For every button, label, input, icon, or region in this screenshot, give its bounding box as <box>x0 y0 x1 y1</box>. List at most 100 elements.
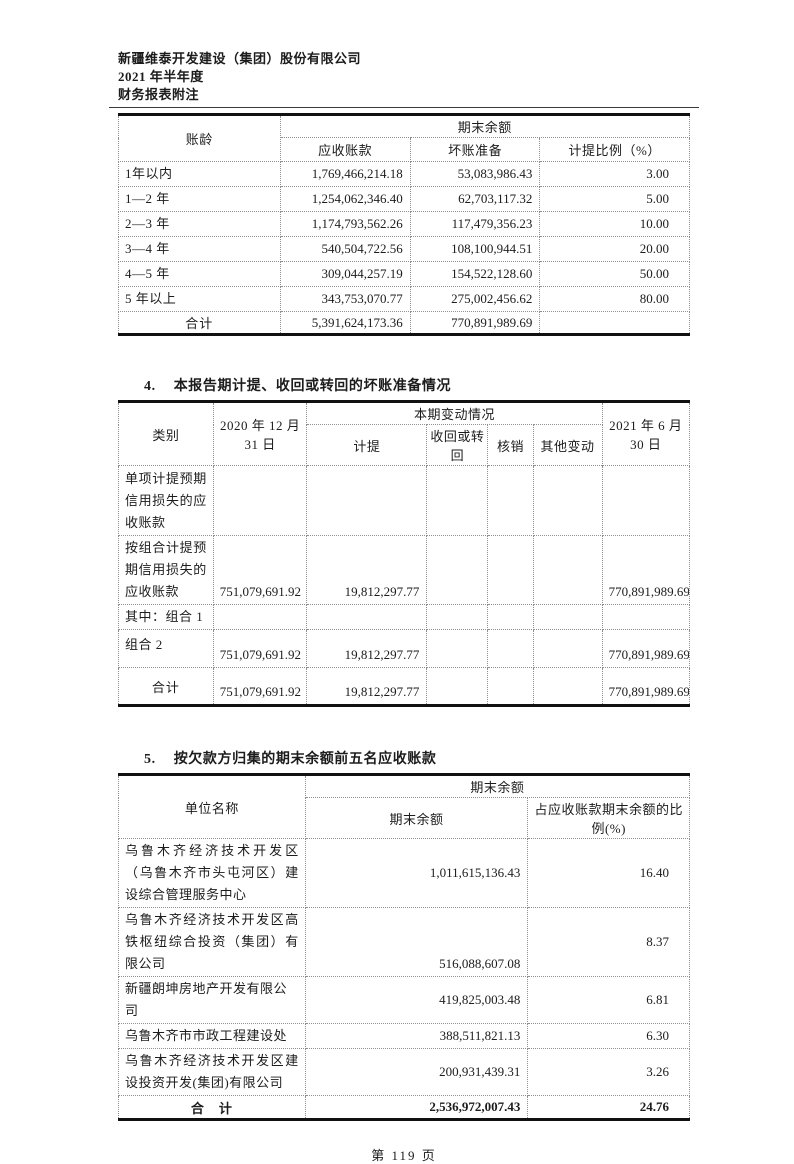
empty-cell <box>306 604 428 630</box>
ratio-value: 8.37 <box>527 907 690 977</box>
total-balance: 2,536,972,007.43 <box>304 1095 529 1120</box>
accrual-value: 19,812,297.77 <box>306 535 428 605</box>
opening-value: 751,079,691.92 <box>212 629 308 668</box>
table-row: 组合 2 751,079,691.92 19,812,297.77 770,89… <box>118 629 691 668</box>
document-page: 新疆维泰开发建设（集团）股份有限公司 2021 年半年度 财务报表附注 账龄 期… <box>109 50 699 1164</box>
ratio-value: 16.40 <box>527 838 690 908</box>
empty-cell <box>487 667 534 706</box>
col-header-recovered: 收回或转回 <box>426 424 489 466</box>
entity-name: 乌鲁木齐经济技术开发区（乌鲁木齐市头屯河区）建设综合管理服务中心 <box>118 838 306 908</box>
balance-value: 1,011,615,136.43 <box>304 838 529 908</box>
empty-cell <box>426 465 489 536</box>
section-title: 本报告期计提、收回或转回的坏账准备情况 <box>173 379 452 394</box>
balance-value: 516,088,607.08 <box>304 907 529 977</box>
ratio-value: 6.81 <box>527 976 690 1024</box>
section-number: 4. <box>144 379 156 394</box>
ratio-value: 5.00 <box>539 186 690 212</box>
total-label: 合计 <box>118 311 281 335</box>
empty-cell <box>426 629 489 668</box>
total-provision: 770,891,989.69 <box>409 311 541 335</box>
ratio-value: 3.26 <box>527 1048 690 1096</box>
aging-label: 2—3 年 <box>118 211 281 237</box>
col-header-aging: 账龄 <box>118 114 281 162</box>
document-header: 新疆维泰开发建设（集团）股份有限公司 2021 年半年度 财务报表附注 <box>118 50 690 104</box>
receivable-value: 1,769,466,214.18 <box>279 161 411 187</box>
col-header-category: 类别 <box>118 401 214 466</box>
aging-label: 3—4 年 <box>118 236 281 262</box>
entity-name: 乌鲁木齐市市政工程建设处 <box>118 1023 306 1049</box>
entity-name: 乌鲁木齐经济技术开发区高铁枢纽综合投资（集团）有限公司 <box>118 907 306 977</box>
total-row: 合计 751,079,691.92 19,812,297.77 770,891,… <box>118 667 691 706</box>
empty-cell <box>532 535 603 605</box>
document-subtitle: 财务报表附注 <box>118 87 200 102</box>
total-row: 合 计 2,536,972,007.43 24.76 <box>118 1095 690 1120</box>
aging-label: 1—2 年 <box>118 186 281 212</box>
empty-cell <box>306 465 428 536</box>
aging-label: 4—5 年 <box>118 261 281 287</box>
section-heading-5: 5. 按欠款方归集的期末余额前五名应收账款 <box>144 751 690 769</box>
empty-cell <box>426 535 489 605</box>
col-header-receivable: 应收账款 <box>279 137 411 162</box>
empty-cell <box>601 465 691 536</box>
table-row: 乌鲁木齐经济技术开发区高铁枢纽综合投资（集团）有限公司 516,088,607.… <box>118 907 690 977</box>
aging-analysis-table: 账龄 期末余额 应收账款 坏账准备 计提比例（%） 1年以内 1,769,466… <box>118 113 691 336</box>
page-number: 第 119 页 <box>371 1148 437 1163</box>
receivable-value: 309,044,257.19 <box>279 261 411 287</box>
empty-cell <box>487 465 534 536</box>
empty-cell <box>532 604 603 630</box>
accrual-value: 19,812,297.77 <box>306 629 428 668</box>
section-heading-4: 4. 本报告期计提、收回或转回的坏账准备情况 <box>144 378 690 396</box>
total-label: 合计 <box>118 667 214 706</box>
col-header-accrual: 计提 <box>306 424 428 466</box>
col-header-written-off: 核销 <box>487 424 534 466</box>
total-closing: 770,891,989.69 <box>601 667 691 706</box>
empty-cell <box>487 629 534 668</box>
table-row: 乌鲁木齐市市政工程建设处 388,511,821.13 6.30 <box>118 1023 690 1049</box>
entity-name: 新疆朗坤房地产开发有限公司 <box>118 976 306 1024</box>
provision-value: 275,002,456.62 <box>409 286 541 312</box>
closing-value: 770,891,989.69 <box>601 535 691 605</box>
empty-cell <box>212 465 308 536</box>
category-label: 单项计提预期信用损失的应收账款 <box>118 465 214 536</box>
col-header-ratio: 计提比例（%） <box>539 137 690 162</box>
table-row: 3—4 年 540,504,722.56 108,100,944.51 20.0… <box>118 236 690 262</box>
header-rule <box>109 107 699 108</box>
empty-cell <box>212 604 308 630</box>
category-label: 其中：组合 1 <box>118 604 214 630</box>
total-label: 合 计 <box>118 1095 306 1120</box>
empty-cell <box>532 465 603 536</box>
company-name: 新疆维泰开发建设（集团）股份有限公司 <box>118 51 362 66</box>
table-row: 4—5 年 309,044,257.19 154,522,128.60 50.0… <box>118 261 690 287</box>
col-header-balance: 期末余额 <box>304 797 529 839</box>
section-title: 按欠款方归集的期末余额前五名应收账款 <box>173 752 437 767</box>
ratio-value: 50.00 <box>539 261 690 287</box>
receivable-value: 1,254,062,346.40 <box>279 186 411 212</box>
empty-cell <box>426 604 489 630</box>
provision-value: 108,100,944.51 <box>409 236 541 262</box>
ratio-value: 20.00 <box>539 236 690 262</box>
empty-cell <box>539 311 690 335</box>
col-header-provision: 坏账准备 <box>409 137 541 162</box>
table-row: 2—3 年 1,174,793,562.26 117,479,356.23 10… <box>118 211 690 237</box>
ratio-value: 10.00 <box>539 211 690 237</box>
col-header-other-change: 其他变动 <box>532 424 603 466</box>
col-header-change-group: 本期变动情况 <box>306 401 603 425</box>
entity-name: 乌鲁木齐经济技术开发区建设投资开发(集团)有限公司 <box>118 1048 306 1096</box>
table-row: 按组合计提预期信用损失的应收账款 751,079,691.92 19,812,2… <box>118 535 691 605</box>
table-row: 单项计提预期信用损失的应收账款 <box>118 465 691 536</box>
receivable-value: 540,504,722.56 <box>279 236 411 262</box>
col-header-closing-date: 2021 年 6 月 30 日 <box>601 401 691 466</box>
col-header-ratio: 占应收账款期末余额的比例(%) <box>527 797 690 839</box>
report-period: 2021 年半年度 <box>118 69 204 84</box>
table-row: 5 年以上 343,753,070.77 275,002,456.62 80.0… <box>118 286 690 312</box>
closing-value: 770,891,989.69 <box>601 629 691 668</box>
total-row: 合计 5,391,624,173.36 770,891,989.69 <box>118 311 690 335</box>
opening-value: 751,079,691.92 <box>212 535 308 605</box>
provision-value: 117,479,356.23 <box>409 211 541 237</box>
ratio-value: 6.30 <box>527 1023 690 1049</box>
total-accrual: 19,812,297.77 <box>306 667 428 706</box>
provision-movement-table: 类别 2020 年 12 月 31 日 本期变动情况 2021 年 6 月 30… <box>118 400 691 707</box>
provision-value: 154,522,128.60 <box>409 261 541 287</box>
category-label: 按组合计提预期信用损失的应收账款 <box>118 535 214 605</box>
total-opening: 751,079,691.92 <box>212 667 308 706</box>
